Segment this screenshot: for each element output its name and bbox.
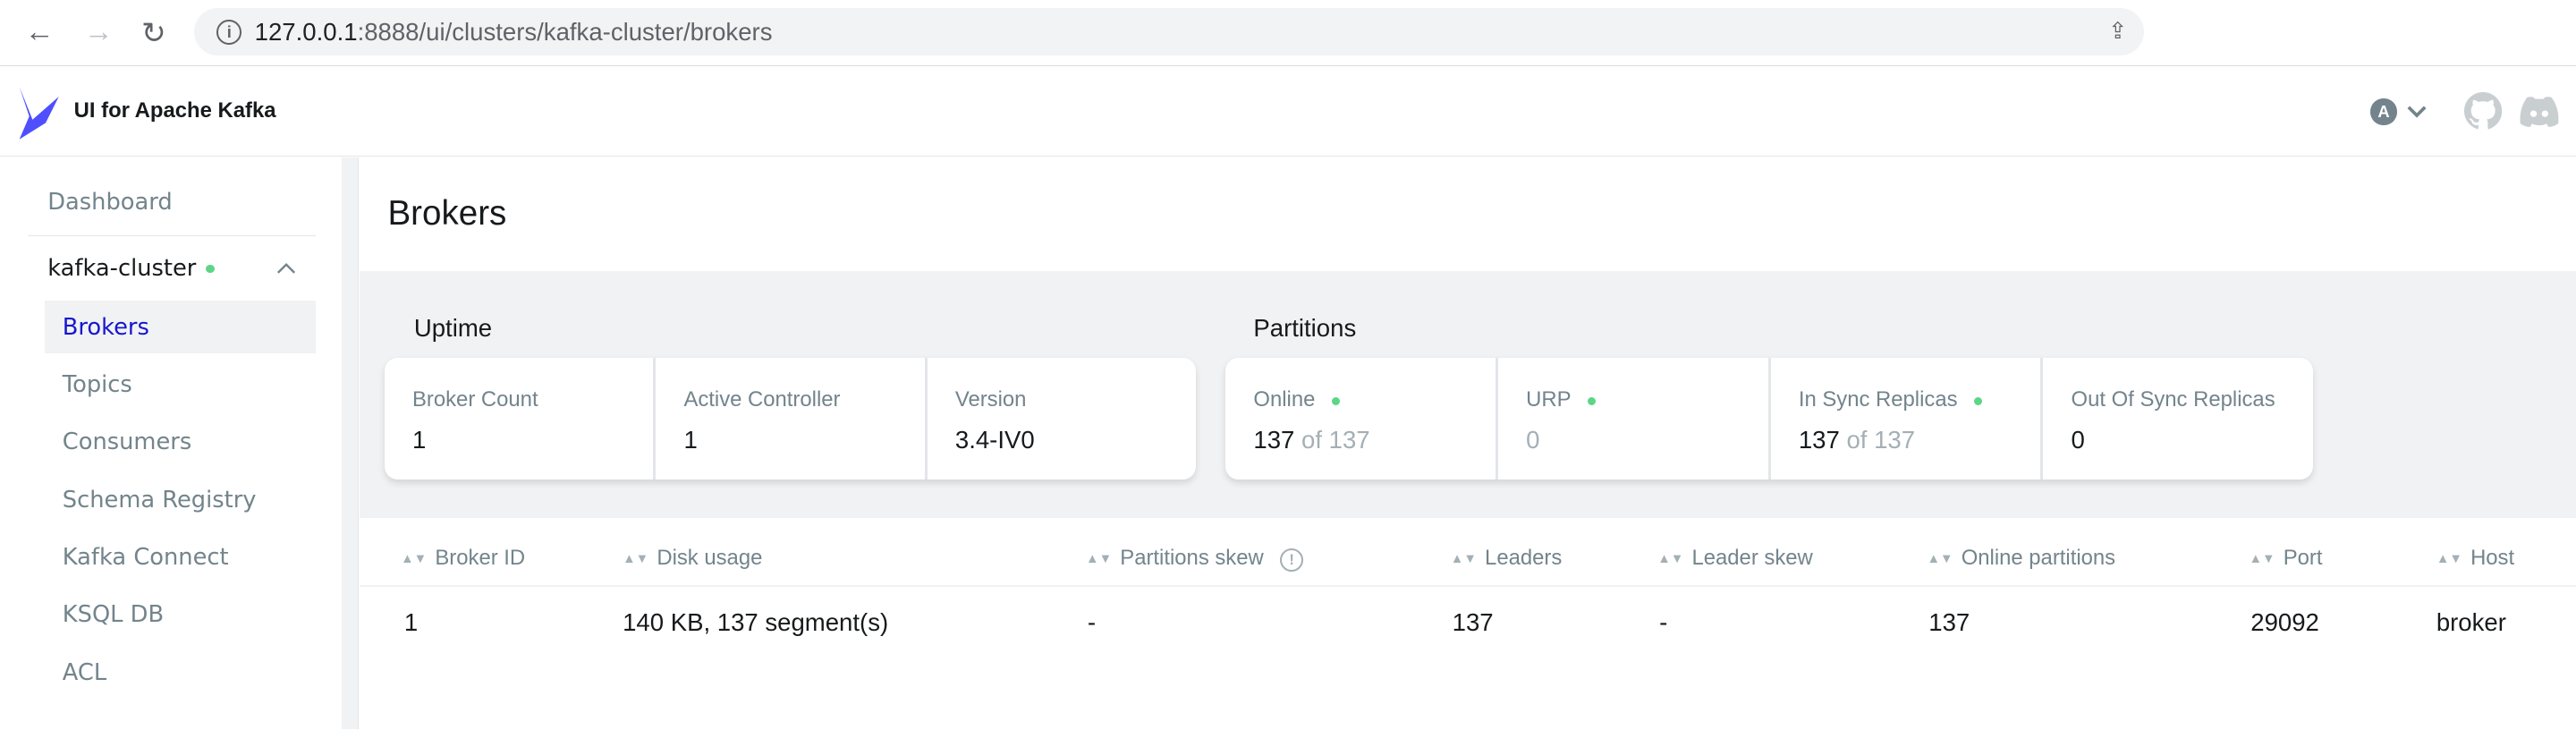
browser-toolbar: ← → ↻ i 127.0.0.1:8888/ui/clusters/kafka… <box>0 0 2576 67</box>
metric-value: 137 <box>1798 426 1840 454</box>
column-host[interactable]: ▲▼ Host <box>2436 546 2514 571</box>
uptime-card: Broker Count 1 Active Controller 1 Version… <box>384 358 1197 480</box>
sidebar-item-ksql-db[interactable]: KSQL DB <box>62 601 165 629</box>
metric-value: 1 <box>683 426 698 454</box>
column-label: Leaders <box>1485 545 1563 570</box>
version-metric: Version 3.4-IV0 <box>928 358 1196 480</box>
sidebar-item-brokers[interactable] <box>44 301 316 353</box>
sidebar-item-kafka-connect[interactable]: Kafka Connect <box>62 543 229 571</box>
forward-icon[interactable]: → <box>83 14 114 48</box>
metric-value: 3.4-IV0 <box>954 426 1035 454</box>
metric-value: 137 <box>1253 426 1295 454</box>
status-dot <box>1587 396 1597 405</box>
sidebar-scrollbar[interactable] <box>342 157 360 730</box>
discord-icon[interactable] <box>2519 96 2560 129</box>
uptime-heading: Uptime <box>413 313 493 342</box>
sidebar-divider <box>28 234 316 237</box>
chevron-down-icon[interactable] <box>2407 106 2427 119</box>
cluster-status-dot <box>206 264 215 273</box>
sort-icon[interactable]: ▲▼ <box>1450 551 1477 566</box>
info-tooltip-icon[interactable]: ! <box>1280 548 1304 572</box>
url-host: 127.0.0.1 <box>254 18 358 47</box>
metric-total: of 137 <box>1301 426 1370 454</box>
column-partitions-skew[interactable]: ▲▼ Partitions skew! <box>1086 545 1304 572</box>
metric-label: Active Controller <box>683 387 841 412</box>
cell-port: 29092 <box>2250 607 2319 636</box>
column-label: Disk usage <box>657 545 763 570</box>
sort-icon[interactable]: ▲▼ <box>2436 551 2462 566</box>
sidebar-item-schema-registry[interactable]: Schema Registry <box>62 486 257 514</box>
sort-icon[interactable]: ▲▼ <box>1086 551 1113 566</box>
sidebar-cluster[interactable]: kafka-cluster <box>47 254 215 282</box>
metric-value: 1 <box>412 426 427 454</box>
sort-icon[interactable]: ▲▼ <box>1927 551 1953 566</box>
status-dot <box>1331 396 1340 405</box>
active-controller-metric: Active Controller 1 <box>656 358 928 480</box>
main-content: Brokers Uptime Broker Count 1 Active Cont… <box>360 157 2576 729</box>
in-sync-replicas-metric: In Sync Replicas 137 of 137 <box>1771 358 2044 480</box>
sidebar-item-dashboard[interactable]: Dashboard <box>47 189 173 216</box>
metric-value: 0 <box>1526 426 1540 454</box>
address-bar[interactable]: i 127.0.0.1:8888/ui/clusters/kafka-clust… <box>193 8 2144 56</box>
column-leader-skew[interactable]: ▲▼ Leader skew <box>1657 546 1813 571</box>
metrics-section: Uptime Broker Count 1 Active Controller 1 … <box>360 271 2576 518</box>
column-label: Port <box>2283 545 2323 570</box>
sidebar-item-consumers[interactable]: Consumers <box>62 429 192 456</box>
cluster-name: kafka-cluster <box>47 254 197 282</box>
cell-host: broker <box>2436 607 2506 636</box>
sidebar: Dashboard kafka-cluster Brokers Topics C… <box>0 157 342 729</box>
cell-partitions-skew: - <box>1087 607 1097 636</box>
cell-leaders: 137 <box>1452 607 1494 636</box>
status-dot <box>1973 396 1983 405</box>
metric-total: of 137 <box>1846 426 1916 454</box>
metric-label: Broker Count <box>412 387 538 412</box>
partitions-card: Online 137 of 137 URP 0 In Sync Replicas 13… <box>1225 358 2314 480</box>
column-label: Host <box>2470 545 2515 570</box>
sort-icon[interactable]: ▲▼ <box>2249 551 2275 566</box>
sort-icon[interactable]: ▲▼ <box>401 551 428 566</box>
column-label: Partitions skew <box>1120 545 1264 570</box>
partitions-heading: Partitions <box>1253 313 1357 342</box>
sidebar-item-brokers-label[interactable]: Brokers <box>62 313 149 341</box>
column-label: Online partitions <box>1961 545 2116 570</box>
column-disk-usage[interactable]: ▲▼ Disk usage <box>623 546 762 571</box>
metric-label: Version <box>954 387 1027 412</box>
kafka-logo-icon <box>20 87 60 140</box>
github-icon[interactable] <box>2464 91 2503 130</box>
table-header-divider <box>360 584 2576 587</box>
info-icon[interactable]: i <box>216 20 242 45</box>
sidebar-item-topics[interactable]: Topics <box>62 371 132 399</box>
sort-icon[interactable]: ▲▼ <box>1657 551 1684 566</box>
chevron-up-icon[interactable] <box>276 261 296 275</box>
out-of-sync-replicas-metric: Out Of Sync Replicas 0 <box>2043 358 2313 480</box>
share-icon[interactable]: ⇪ <box>2107 19 2128 45</box>
metric-label: Online <box>1253 387 1316 412</box>
metric-label: Out Of Sync Replicas <box>2071 387 2275 412</box>
sidebar-item-acl[interactable]: ACL <box>62 658 107 686</box>
user-avatar[interactable]: A <box>2370 98 2397 125</box>
reload-icon[interactable]: ↻ <box>140 16 166 50</box>
metric-label: URP <box>1526 387 1572 412</box>
app-brand[interactable]: UI for Apache Kafka <box>73 98 276 123</box>
cell-online-partitions: 137 <box>1928 607 1970 636</box>
sort-icon[interactable]: ▲▼ <box>623 551 649 566</box>
column-label: Broker ID <box>435 545 526 570</box>
column-online-partitions[interactable]: ▲▼ Online partitions <box>1927 546 2115 571</box>
back-icon[interactable]: ← <box>24 14 55 48</box>
metric-value: 0 <box>2071 426 2085 454</box>
url-path: :8888/ui/clusters/kafka-cluster/brokers <box>357 18 773 47</box>
column-leaders[interactable]: ▲▼ Leaders <box>1451 546 1562 571</box>
column-port[interactable]: ▲▼ Port <box>2249 546 2322 571</box>
cell-broker-id[interactable]: 1 <box>403 607 419 636</box>
online-metric: Online 137 of 137 <box>1225 358 1498 480</box>
column-broker-id[interactable]: ▲▼ Broker ID <box>401 546 525 571</box>
cell-disk-usage: 140 KB, 137 segment(s) <box>623 607 889 636</box>
cell-leader-skew: - <box>1659 607 1668 636</box>
page-title: Brokers <box>387 193 507 233</box>
urp-metric: URP 0 <box>1498 358 1771 480</box>
broker-count-metric: Broker Count 1 <box>385 358 657 480</box>
column-label: Leader skew <box>1691 545 1813 570</box>
app-header: UI for Apache Kafka A <box>0 67 2576 157</box>
metric-label: In Sync Replicas <box>1798 387 1958 412</box>
